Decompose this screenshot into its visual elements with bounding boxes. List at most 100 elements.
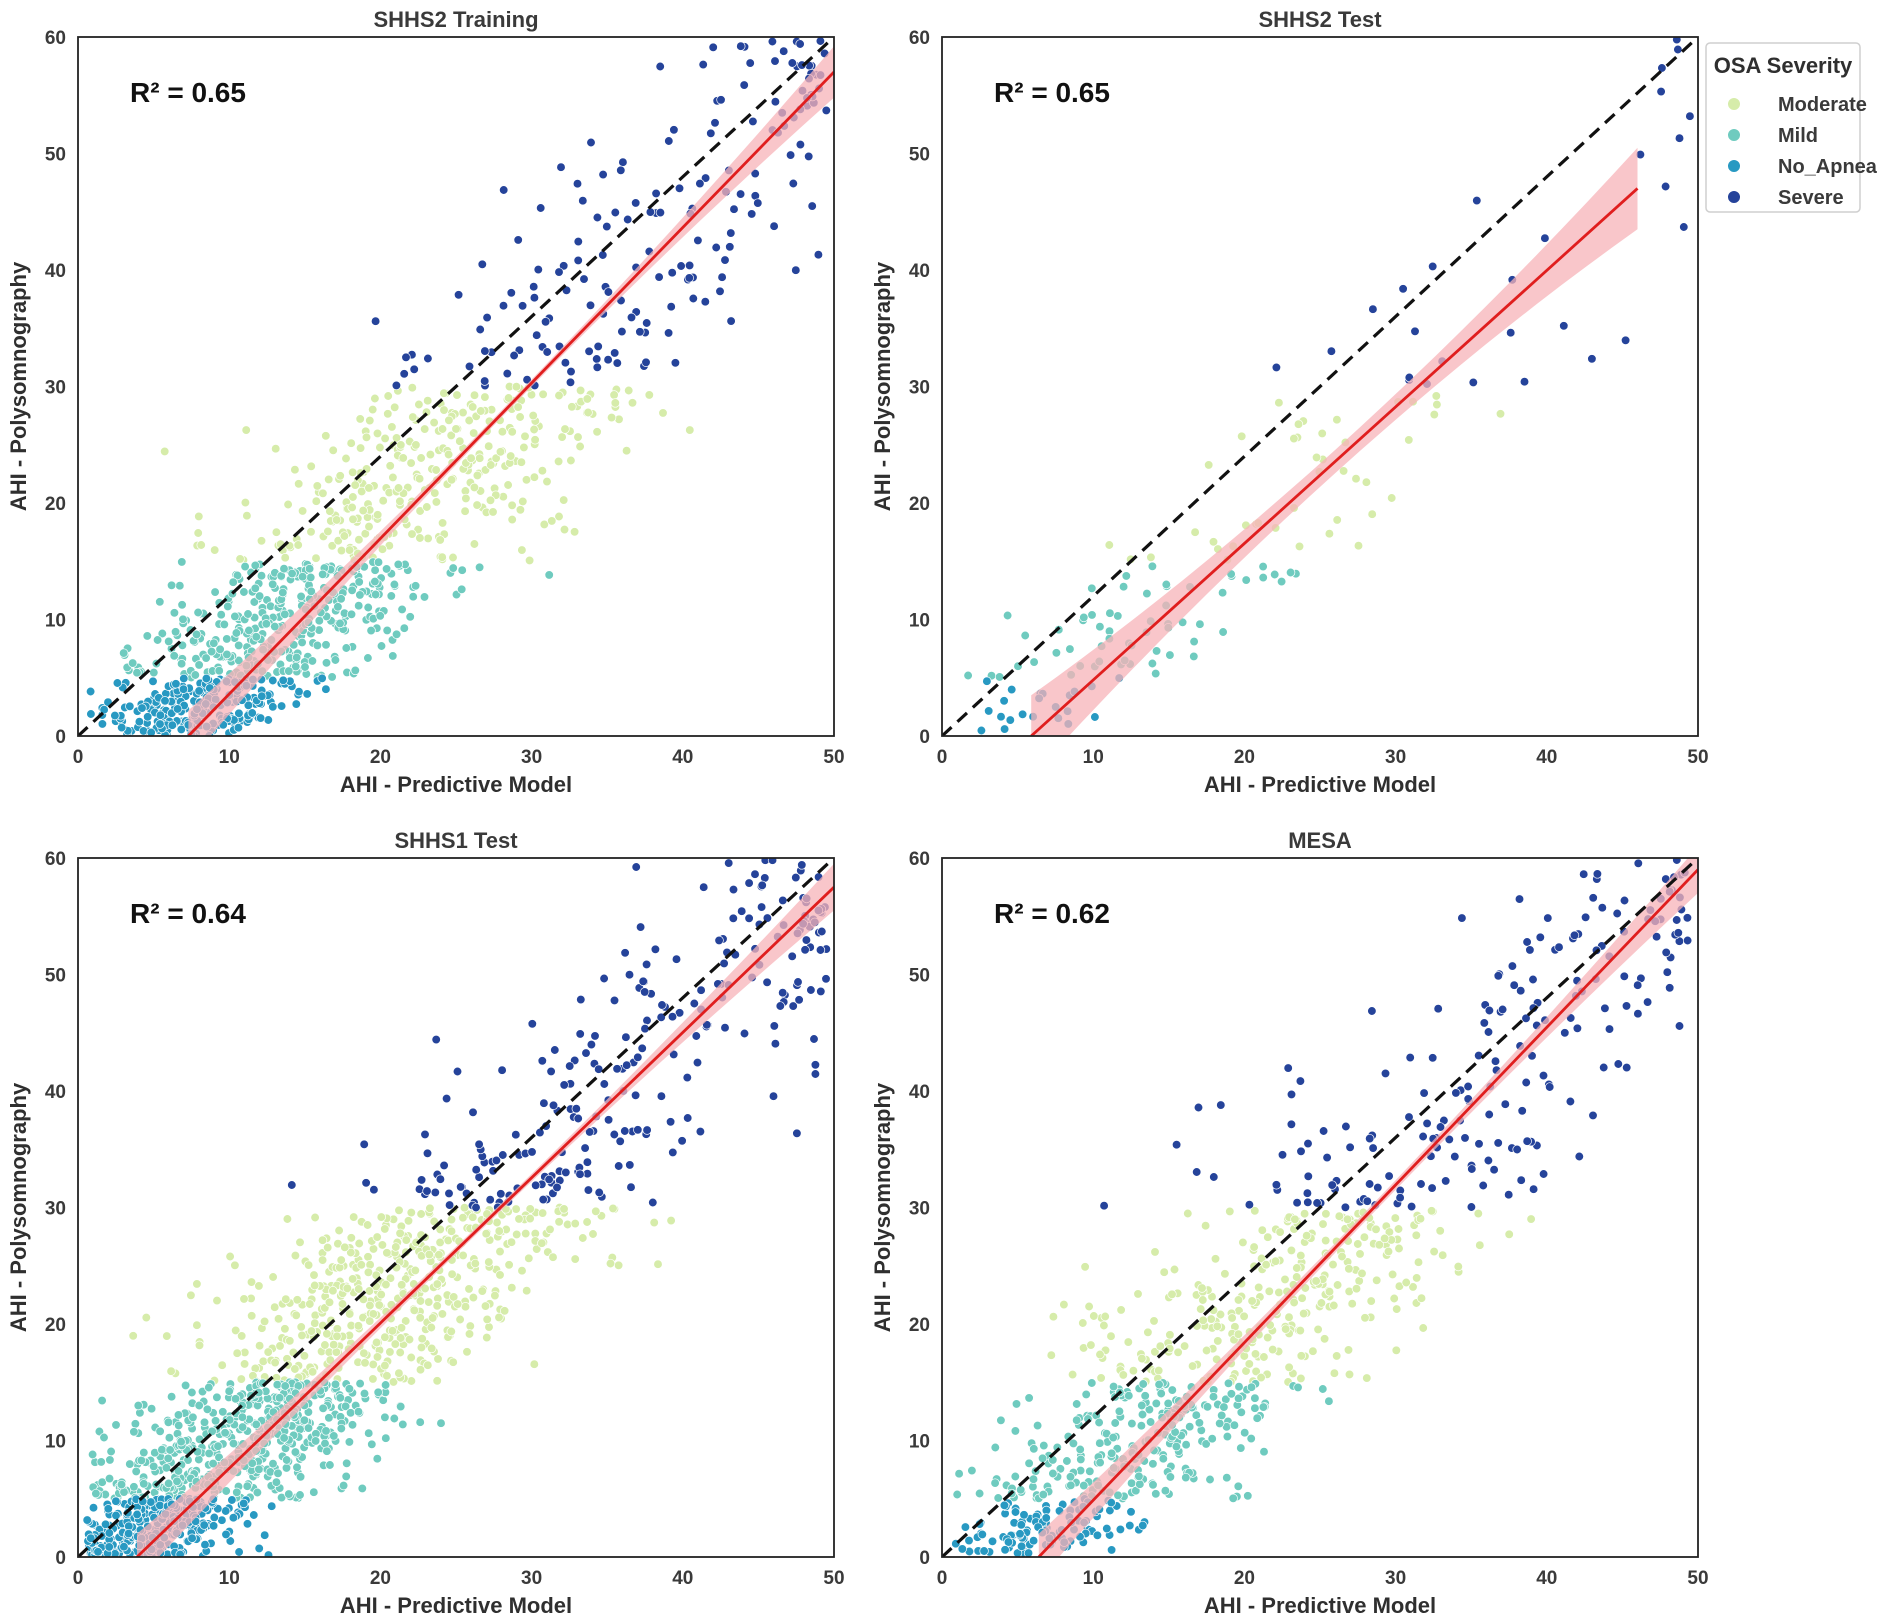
point-severe bbox=[543, 348, 552, 357]
point-mild bbox=[406, 613, 415, 622]
point-severe bbox=[788, 59, 797, 68]
point-mild bbox=[195, 1401, 204, 1410]
point-moderate bbox=[361, 1359, 370, 1368]
point-severe bbox=[1513, 1145, 1522, 1154]
point-moderate bbox=[609, 1204, 618, 1213]
point-moderate bbox=[1348, 1299, 1357, 1308]
point-moderate bbox=[1362, 478, 1371, 487]
point-severe bbox=[1589, 1111, 1598, 1120]
point-moderate bbox=[345, 546, 354, 555]
point-moderate bbox=[397, 1324, 406, 1333]
point-moderate bbox=[1352, 1284, 1361, 1293]
point-severe bbox=[371, 317, 380, 326]
point-moderate bbox=[269, 1273, 278, 1282]
point-moderate bbox=[241, 498, 250, 507]
point-mild bbox=[1088, 611, 1097, 620]
point-severe bbox=[672, 955, 681, 964]
x-tick-label: 30 bbox=[521, 747, 542, 768]
point-moderate bbox=[1356, 1250, 1365, 1259]
point-moderate bbox=[247, 1312, 256, 1321]
point-mild bbox=[1166, 1473, 1175, 1482]
point-severe bbox=[1192, 1168, 1201, 1177]
point-no-apnea bbox=[221, 1507, 230, 1516]
point-moderate bbox=[1430, 1247, 1439, 1256]
point-moderate bbox=[388, 423, 397, 432]
point-no-apnea bbox=[113, 679, 122, 688]
point-moderate bbox=[1325, 1287, 1334, 1296]
r-squared-label: R² = 0.65 bbox=[994, 77, 1110, 108]
point-severe bbox=[610, 1130, 619, 1139]
point-severe bbox=[1485, 1110, 1494, 1119]
point-severe bbox=[1674, 929, 1683, 938]
point-severe bbox=[1494, 972, 1503, 981]
point-moderate bbox=[337, 546, 346, 555]
point-severe bbox=[685, 261, 694, 270]
point-mild bbox=[297, 592, 306, 601]
point-severe bbox=[1634, 1009, 1643, 1018]
point-moderate bbox=[1248, 1297, 1257, 1306]
point-severe bbox=[768, 37, 777, 46]
point-moderate bbox=[294, 541, 303, 550]
point-moderate bbox=[298, 1331, 307, 1340]
point-moderate bbox=[645, 391, 654, 400]
point-mild bbox=[164, 1479, 173, 1488]
point-severe bbox=[1661, 182, 1670, 191]
point-moderate bbox=[1228, 1314, 1237, 1323]
point-severe bbox=[1573, 1024, 1582, 1033]
point-moderate bbox=[369, 1375, 378, 1384]
point-severe bbox=[1674, 45, 1683, 54]
point-moderate bbox=[1388, 1270, 1397, 1279]
point-moderate bbox=[1294, 420, 1303, 429]
point-no-apnea bbox=[173, 705, 182, 714]
point-moderate bbox=[354, 1285, 363, 1294]
point-severe bbox=[1485, 1006, 1494, 1015]
point-mild bbox=[164, 1418, 173, 1427]
point-severe bbox=[553, 1183, 562, 1192]
point-mild bbox=[211, 588, 220, 597]
point-moderate bbox=[195, 512, 204, 521]
point-moderate bbox=[549, 1253, 558, 1262]
point-moderate bbox=[412, 441, 421, 450]
point-mild bbox=[162, 1464, 171, 1473]
x-tick-label: 50 bbox=[1687, 1568, 1708, 1589]
point-moderate bbox=[1107, 1332, 1116, 1341]
point-severe bbox=[634, 1053, 643, 1062]
point-severe bbox=[599, 170, 608, 179]
point-moderate bbox=[1079, 1319, 1088, 1328]
point-mild bbox=[953, 1490, 962, 1499]
point-severe bbox=[611, 208, 620, 217]
point-no-apnea bbox=[188, 1534, 197, 1543]
point-no-apnea bbox=[1139, 1521, 1148, 1530]
point-severe bbox=[600, 974, 609, 983]
point-severe bbox=[690, 999, 699, 1008]
point-moderate bbox=[519, 497, 528, 506]
point-severe bbox=[721, 256, 730, 265]
point-moderate bbox=[555, 1218, 564, 1227]
x-tick-label: 0 bbox=[937, 1568, 948, 1589]
point-severe bbox=[540, 1099, 549, 1108]
point-moderate bbox=[1297, 1251, 1306, 1260]
point-no-apnea bbox=[235, 1548, 244, 1557]
point-no-apnea bbox=[210, 1513, 219, 1522]
point-severe bbox=[1589, 894, 1598, 903]
point-moderate bbox=[555, 391, 564, 400]
point-mild bbox=[358, 1484, 367, 1493]
point-mild bbox=[117, 1480, 126, 1489]
point-mild bbox=[1294, 1383, 1303, 1392]
point-moderate bbox=[142, 1313, 151, 1322]
point-moderate bbox=[1087, 1341, 1096, 1350]
point-moderate bbox=[508, 515, 517, 524]
point-moderate bbox=[409, 413, 418, 422]
point-moderate bbox=[326, 507, 335, 516]
point-moderate bbox=[525, 1254, 534, 1263]
point-mild bbox=[1114, 612, 1123, 621]
point-severe bbox=[584, 1186, 593, 1195]
point-severe bbox=[696, 179, 705, 188]
point-mild bbox=[106, 1456, 115, 1465]
point-mild bbox=[387, 592, 396, 601]
point-severe bbox=[469, 1108, 478, 1117]
point-mild bbox=[1157, 1389, 1166, 1398]
point-moderate bbox=[1117, 1306, 1126, 1315]
point-severe bbox=[1467, 1203, 1476, 1212]
point-severe bbox=[1529, 975, 1538, 984]
